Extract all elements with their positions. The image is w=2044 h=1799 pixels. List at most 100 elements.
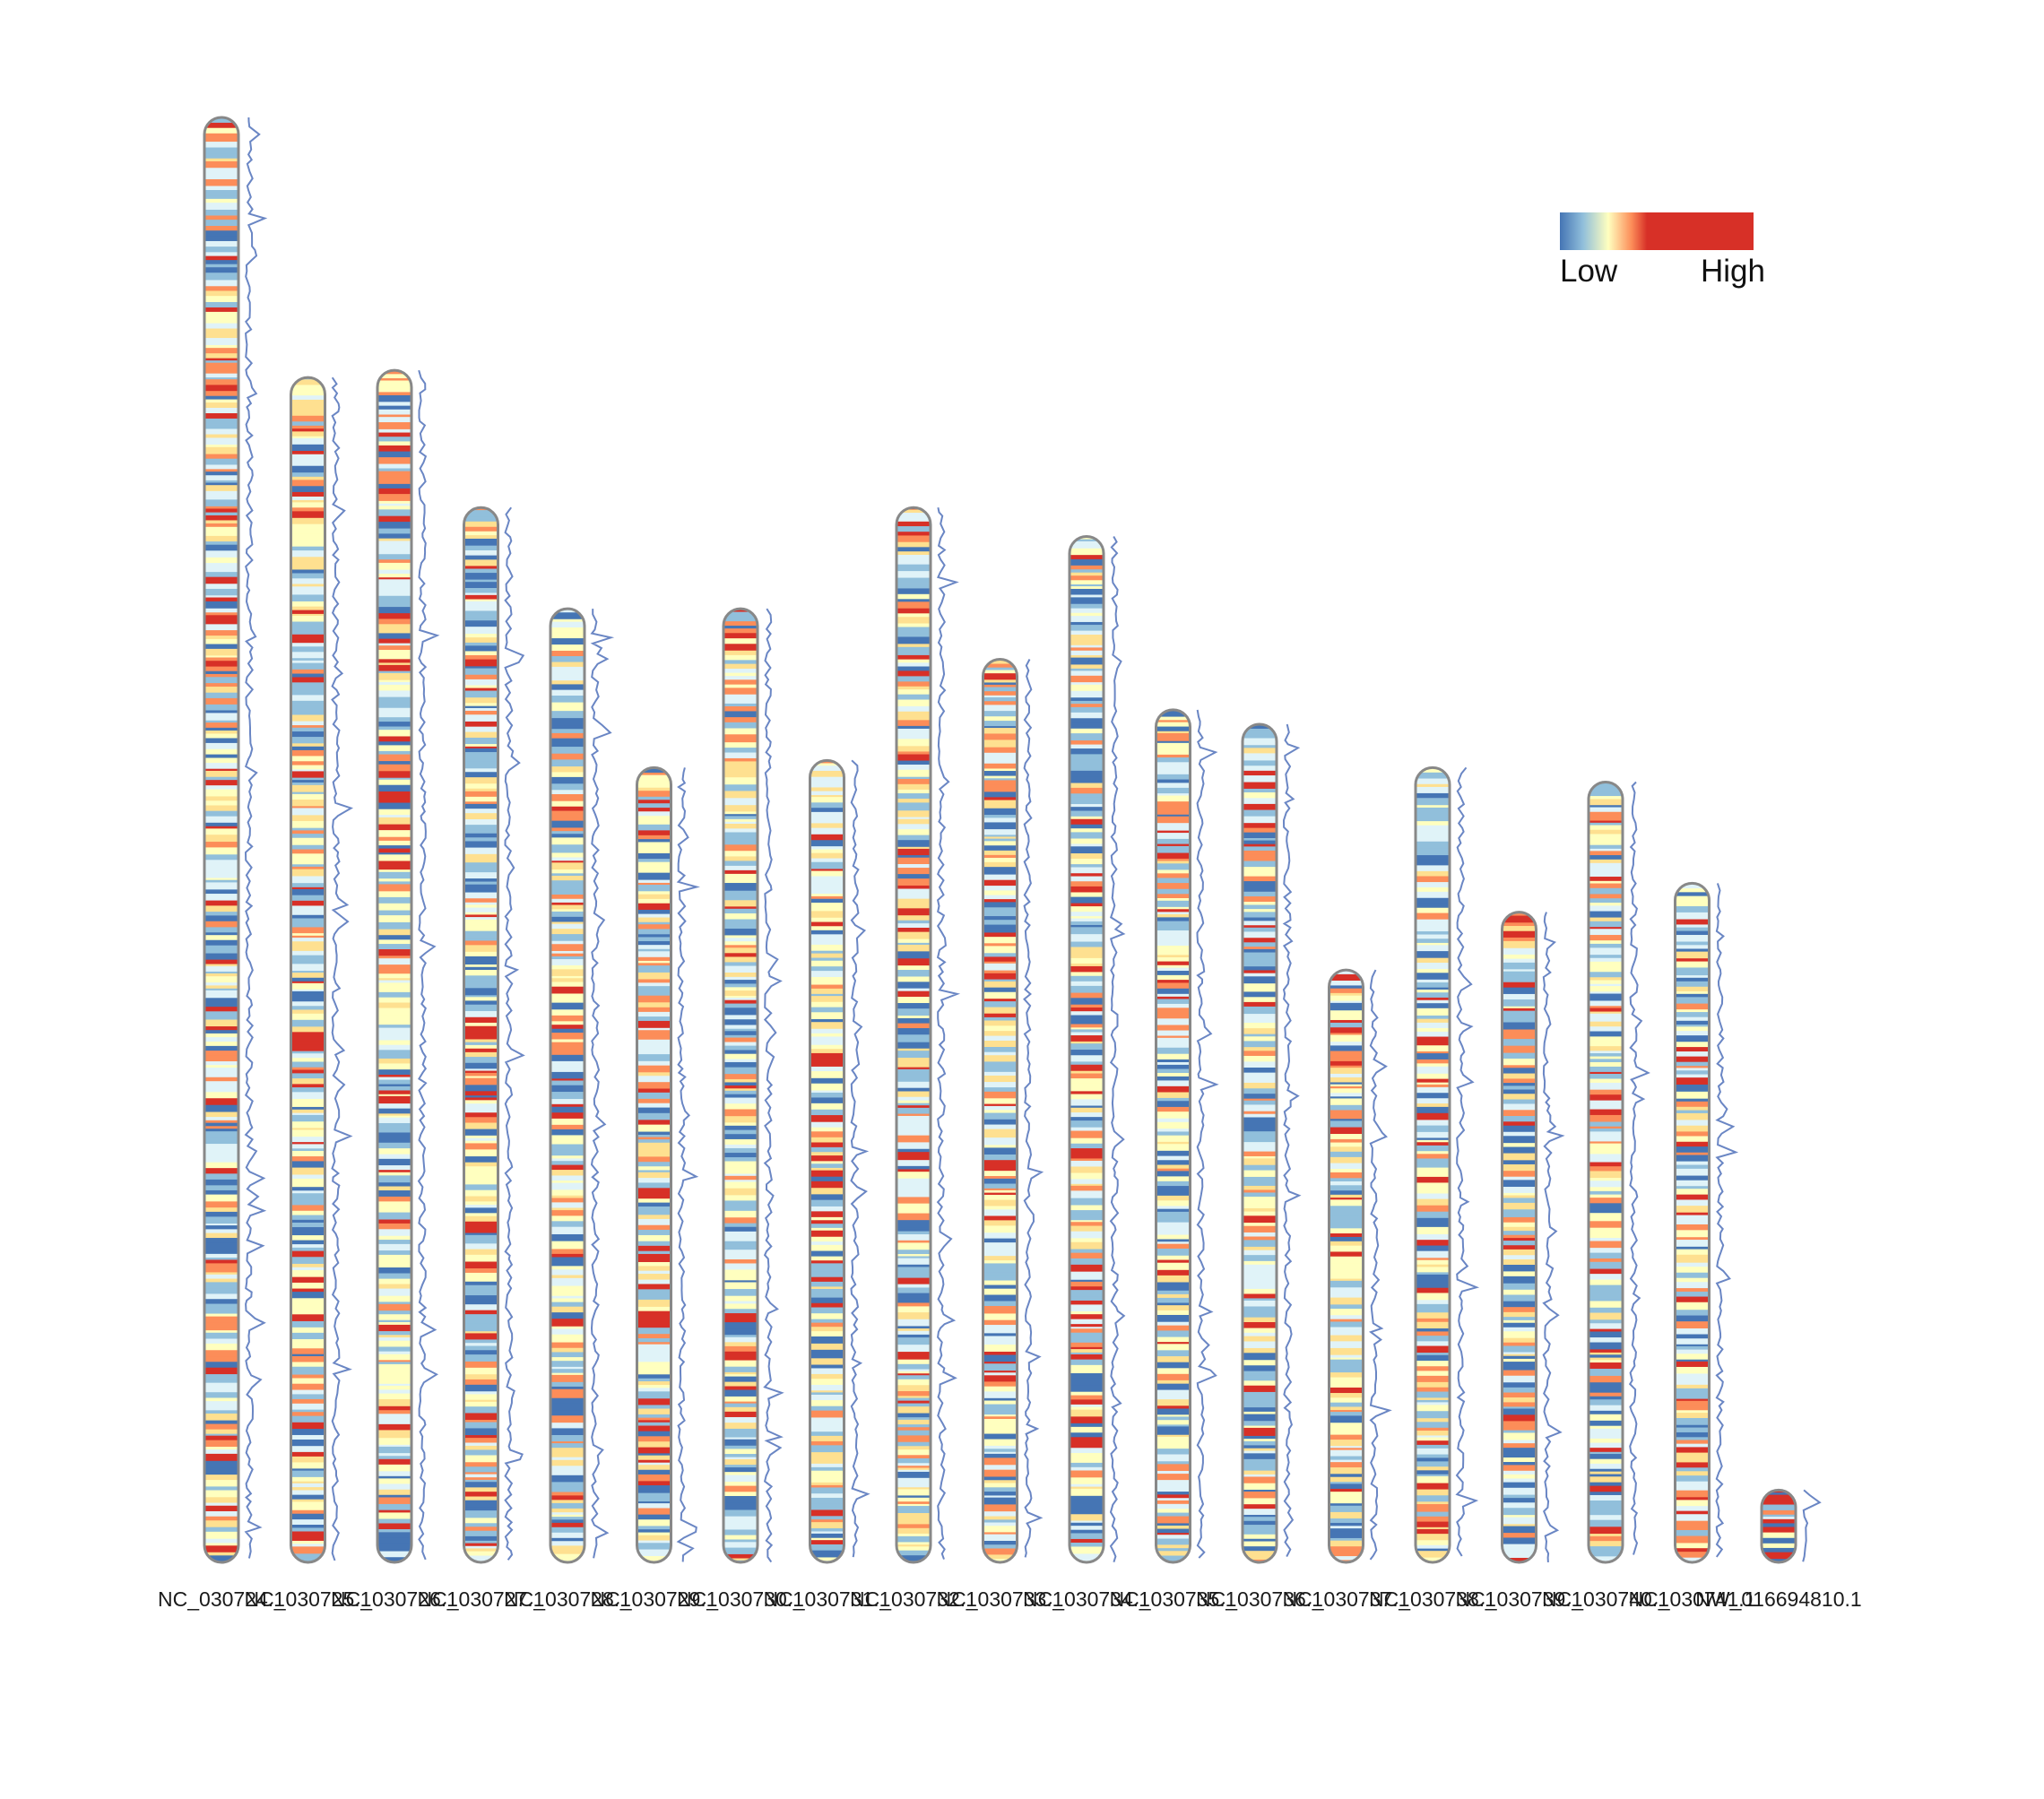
density-band bbox=[896, 822, 931, 825]
density-band bbox=[377, 1389, 411, 1395]
density-band bbox=[896, 1497, 931, 1502]
density-band bbox=[637, 1098, 671, 1104]
density-band bbox=[204, 1510, 238, 1518]
density-band bbox=[1243, 1439, 1277, 1442]
density-band bbox=[1675, 1388, 1710, 1396]
density-band bbox=[1070, 1477, 1104, 1485]
density-band bbox=[463, 1140, 498, 1144]
density-band bbox=[810, 1297, 844, 1304]
density-band bbox=[723, 1256, 758, 1260]
density-band bbox=[204, 311, 238, 316]
density-band bbox=[1675, 958, 1710, 962]
density-band bbox=[723, 1465, 758, 1468]
density-band bbox=[1502, 1226, 1537, 1232]
density-band bbox=[290, 1129, 325, 1137]
density-band bbox=[810, 988, 844, 995]
density-band bbox=[290, 1142, 325, 1145]
density-band bbox=[1243, 1328, 1277, 1331]
density-band bbox=[1156, 1189, 1191, 1197]
density-band bbox=[810, 981, 844, 985]
density-band bbox=[896, 1519, 931, 1525]
density-band bbox=[463, 1215, 498, 1223]
density-band bbox=[810, 930, 844, 935]
density-band bbox=[290, 725, 325, 729]
density-band bbox=[290, 1156, 325, 1162]
density-band bbox=[550, 1372, 585, 1376]
density-band bbox=[1070, 1198, 1104, 1206]
density-band bbox=[1329, 1068, 1364, 1075]
density-bands bbox=[550, 609, 585, 1563]
density-band bbox=[204, 776, 238, 781]
density-band bbox=[377, 645, 411, 651]
density-band bbox=[896, 728, 931, 734]
density-band bbox=[463, 837, 498, 842]
density-band bbox=[1589, 1026, 1623, 1032]
density-band bbox=[377, 1190, 411, 1198]
density-band bbox=[896, 1487, 931, 1490]
density-band bbox=[637, 1192, 671, 1199]
density-band bbox=[1156, 816, 1191, 824]
density-band bbox=[983, 768, 1018, 772]
density-band bbox=[377, 405, 411, 411]
density-band bbox=[463, 1143, 498, 1150]
density-band bbox=[204, 584, 238, 590]
density-band bbox=[463, 1166, 498, 1173]
density-band bbox=[1589, 1342, 1623, 1350]
density-band bbox=[1156, 1118, 1191, 1123]
density-band bbox=[204, 1527, 238, 1533]
density-band bbox=[1243, 1240, 1277, 1248]
density-band bbox=[204, 1516, 238, 1521]
density-band bbox=[1675, 1527, 1710, 1531]
density-band bbox=[637, 1270, 671, 1275]
density-band bbox=[896, 1550, 931, 1556]
density-band bbox=[1589, 1451, 1623, 1455]
density-band bbox=[1070, 1041, 1104, 1044]
density-band bbox=[1243, 1185, 1277, 1190]
density-band bbox=[1156, 1302, 1191, 1306]
density-band bbox=[810, 1484, 844, 1488]
density-band bbox=[1156, 1314, 1191, 1323]
density-band bbox=[204, 1467, 238, 1475]
density-band bbox=[377, 1446, 411, 1451]
density-band bbox=[1243, 1394, 1277, 1402]
density-band bbox=[204, 763, 238, 770]
density-band bbox=[1502, 1524, 1537, 1527]
density-band bbox=[1675, 1437, 1710, 1440]
density-band bbox=[810, 1019, 844, 1023]
density-band bbox=[290, 1476, 325, 1483]
density-band bbox=[550, 1085, 585, 1093]
density-band bbox=[204, 950, 238, 954]
density-band bbox=[637, 1299, 671, 1302]
density-band bbox=[723, 931, 758, 936]
density-band bbox=[983, 808, 1018, 816]
density-band bbox=[1156, 838, 1191, 844]
density-band bbox=[723, 1067, 758, 1075]
density-band bbox=[1329, 1156, 1364, 1163]
density-band bbox=[1416, 841, 1450, 849]
density-band bbox=[1329, 1287, 1364, 1291]
density-band bbox=[1156, 1461, 1191, 1465]
density-band bbox=[550, 982, 585, 988]
density-line bbox=[1715, 883, 1739, 1558]
density-band bbox=[204, 520, 238, 524]
density-band bbox=[550, 820, 585, 828]
density-band bbox=[1329, 1065, 1364, 1068]
density-band bbox=[810, 1216, 844, 1221]
density-band bbox=[723, 1042, 758, 1046]
density-band bbox=[290, 652, 325, 659]
density-band bbox=[1675, 1413, 1710, 1419]
density-band bbox=[1156, 1064, 1191, 1069]
density-band bbox=[1156, 1160, 1191, 1165]
density-band bbox=[810, 1417, 844, 1425]
density-band bbox=[463, 601, 498, 605]
density-band bbox=[1675, 1026, 1710, 1032]
density-band bbox=[463, 746, 498, 749]
density-band bbox=[463, 1243, 498, 1250]
density-band bbox=[637, 1310, 671, 1315]
density-band bbox=[896, 1135, 931, 1139]
density-band bbox=[1243, 1525, 1277, 1533]
density-band bbox=[377, 1340, 411, 1347]
density-band bbox=[896, 555, 931, 560]
density-band bbox=[463, 620, 498, 627]
density-band bbox=[377, 509, 411, 517]
